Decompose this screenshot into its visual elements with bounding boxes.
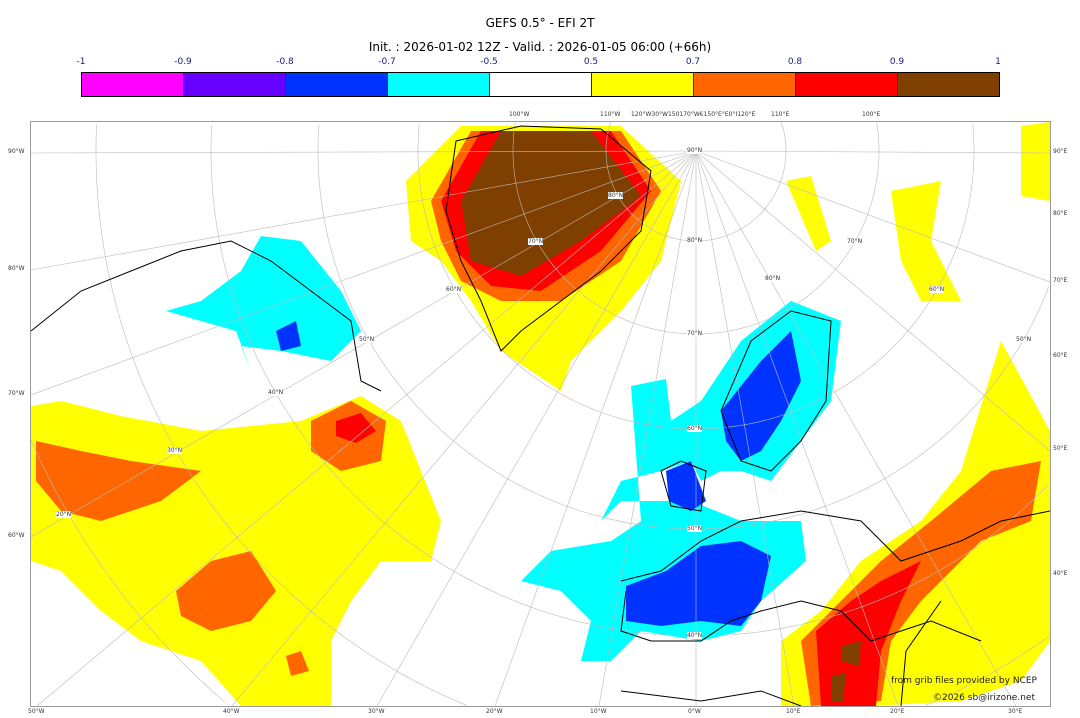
lat-label: 70°N [847,238,863,245]
lat-label: 40°N [268,389,284,396]
map-title: GEFS 0.5° - EFI 2T [485,16,595,30]
field-yellow [1021,122,1050,201]
map-canvas [31,122,1050,706]
latitude-circle [95,124,467,706]
axis-label-top: 100°W [509,111,530,118]
field-cyan [166,236,361,371]
colorbar-tick: 1 [995,57,1001,67]
field-orange [286,651,309,676]
axis-label-left: 90°W [8,148,25,155]
axis-label-top: 100°E [862,111,881,118]
field-orange [36,441,201,521]
lat-label: 60°N [929,286,945,293]
latitude-circle [781,122,787,151]
lat-label: 90°N [687,147,703,154]
latitude-circle [417,124,975,430]
colorbar-swatch [694,73,796,96]
axis-label-bottom: 10°E [786,708,801,715]
field-red [816,561,921,706]
axis-label-bottom: 10°W [590,708,607,715]
latitude-circle [31,439,226,703]
field-brown [831,673,846,701]
colorbar-swatch [286,73,388,96]
field-red [336,413,376,443]
efi-fields [31,122,1050,706]
colorbar-swatch [490,73,592,96]
coastlines [31,125,1050,706]
colorbar [81,72,1000,97]
map-subtitle: Init. : 2026-01-02 12Z - Valid. : 2026-0… [368,40,712,54]
field-orange [176,551,276,631]
colorbar-tick: -0.7 [378,57,396,67]
latitude-circle [876,122,880,151]
axis-label-right: 80°E [1053,210,1068,217]
lat-label: 60°N [446,286,462,293]
graticule [31,122,1050,706]
axis-label-top: 120°W30°W150170°W€150°E°E0°I120°E [631,111,756,118]
lat-label: 70°N [687,330,703,337]
axis-label-right: 50°E [1053,445,1068,452]
lat-label: 30°N [167,447,183,454]
axis-label-right: 60°E [1053,352,1068,359]
field-brown [841,641,861,666]
axis-label-top: 110°E [771,111,790,118]
lat-label: 80°N [687,237,703,244]
colorbar-tick: 0.7 [685,57,701,67]
axis-label-top: 110°W [600,111,621,118]
colorbar-tick: -0.5 [480,57,498,67]
lat-label: 50°N [359,336,375,343]
colorbar-tick: 0.5 [583,57,599,67]
colorbar-swatch [592,73,694,96]
axis-label-left: 60°W [8,532,25,539]
colorbar-swatch [796,73,898,96]
latitude-circle [317,124,1050,530]
axis-label-left: 80°W [8,265,25,272]
colorbar-swatch [388,73,490,96]
copyright: ©2026 sb@irizone.net [933,693,1035,703]
axis-label-right: 70°E [1053,277,1068,284]
latitude-circle [972,124,975,151]
lat-label: 40°N [687,632,703,639]
latitude-circle [925,636,1049,706]
lat-label: 60°N [687,425,703,432]
axis-label-bottom: 30°E [1008,708,1023,715]
lat-label: 80°N [765,275,781,282]
latitude-circle [605,122,787,242]
efi-map [30,121,1051,707]
lat-label: 20°N [56,511,72,518]
lat-label: 50°N [1016,336,1032,343]
axis-label-bottom: 40°W [223,708,240,715]
colorbar-tick: -0.8 [276,57,294,67]
axis-label-bottom: 30°W [368,708,385,715]
field-blue [626,541,771,626]
latitude-circle [210,125,1049,637]
axis-label-bottom: 0°W [688,708,701,715]
colorbar-tick: 0.8 [787,57,803,67]
field-yellow [891,181,961,301]
lat-label: 50°N [687,525,703,532]
colorbar-swatch [82,73,184,96]
field-yellow [786,176,831,251]
axis-label-right: 90°E [1053,148,1068,155]
latitude-circle [512,122,880,335]
axis-label-bottom: 20°E [890,708,905,715]
colorbar-tick: -0.9 [174,57,192,67]
colorbar-tick: 0.9 [889,57,905,67]
axis-label-left: 70°W [8,390,25,397]
axis-label-bottom: 50°W [28,708,45,715]
colorbar-swatch [184,73,286,96]
lat-label: 70°N [528,238,544,245]
axis-label-right: 40°E [1053,570,1068,577]
colorbar-tick: -1 [76,57,86,67]
lat-label: 80°N [608,192,624,199]
source-credit: from grib files provided by NCEP [891,676,1037,686]
field-blue [721,331,801,461]
field-blue [276,321,301,351]
colorbar-swatch [898,73,999,96]
axis-label-bottom: 20°W [486,708,503,715]
field-brown [461,131,641,276]
